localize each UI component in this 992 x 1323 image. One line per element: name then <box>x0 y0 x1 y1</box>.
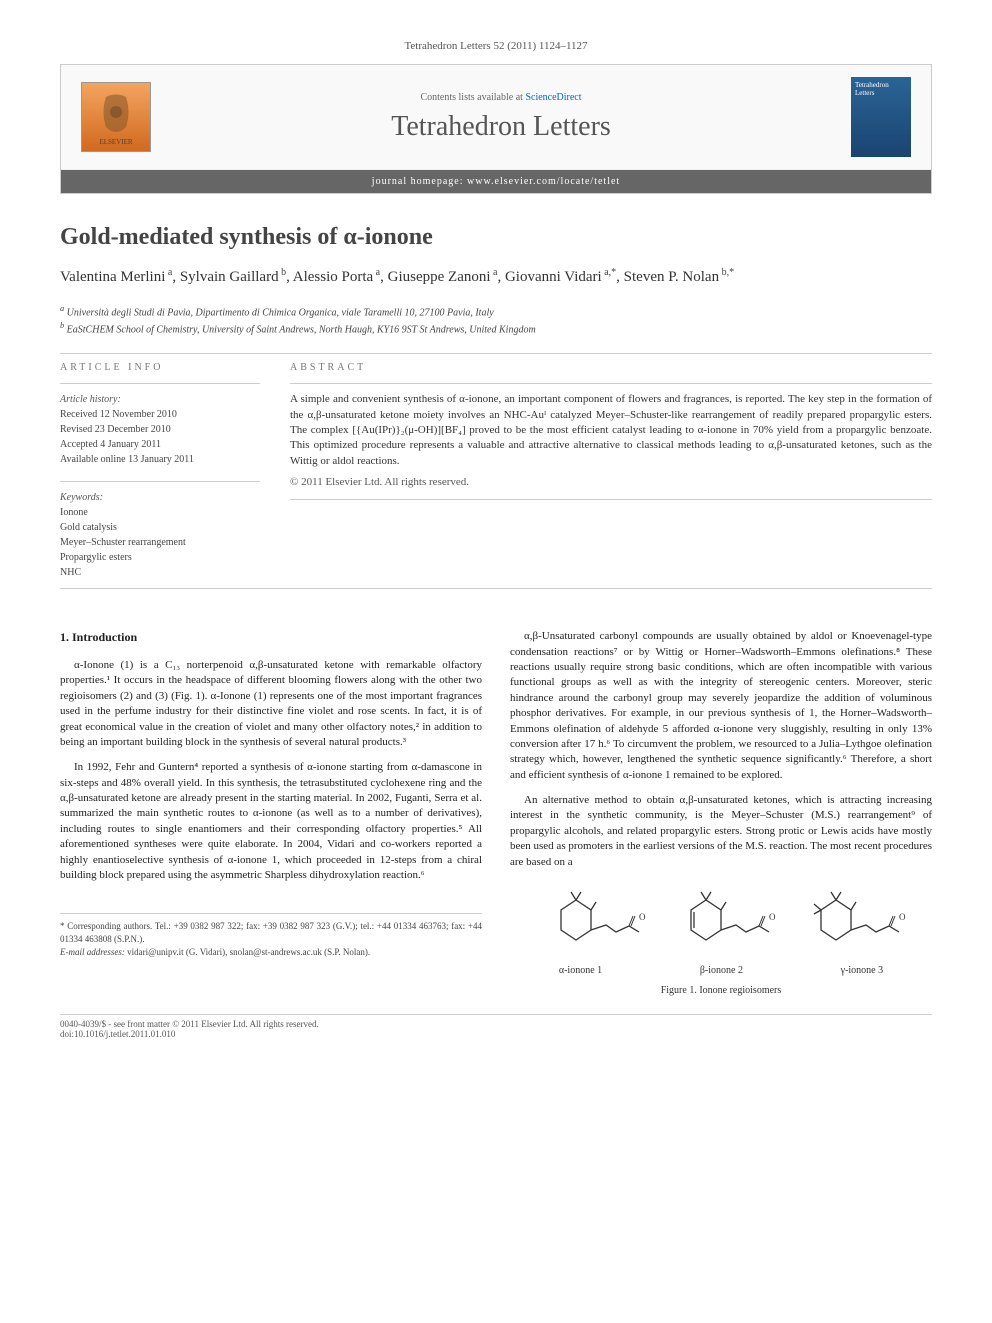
front-matter: 0040-4039/$ - see front matter © 2011 El… <box>60 1019 319 1029</box>
abstract-column: ABSTRACT A simple and convenient synthes… <box>290 362 932 580</box>
keyword: NHC <box>60 565 260 580</box>
right-column: α,β-Unsaturated carbonyl compounds are u… <box>510 629 932 998</box>
abstract-copyright: © 2011 Elsevier Ltd. All rights reserved… <box>290 475 932 490</box>
figure-caption: Figure 1. Ionone regioisomers <box>510 984 932 998</box>
figure-1: O O <box>510 880 932 998</box>
received-date: Received 12 November 2010 <box>60 407 260 422</box>
history-label: Article history: <box>60 392 260 407</box>
figure-label: γ-ionone 3 <box>841 964 883 978</box>
email-link[interactable]: vidari@unipv.it (G. Vidari), <box>127 947 227 957</box>
affiliation-b: b EaStCHEM School of Chemistry, Universi… <box>60 320 932 337</box>
section-1-heading: 1. Introduction <box>60 629 482 646</box>
svg-text:O: O <box>769 912 776 922</box>
journal-title: Tetrahedron Letters <box>151 111 851 143</box>
svg-text:O: O <box>639 912 646 922</box>
journal-homepage: journal homepage: www.elsevier.com/locat… <box>61 170 931 193</box>
keyword: Ionone <box>60 505 260 520</box>
doi: doi:10.1016/j.tetlet.2011.01.010 <box>60 1029 319 1039</box>
article-info-heading: ARTICLE INFO <box>60 362 260 373</box>
contents-link: Contents lists available at ScienceDirec… <box>151 92 851 103</box>
corresponding-authors: * Corresponding authors. Tel.: +39 0382 … <box>60 920 482 945</box>
keyword: Gold catalysis <box>60 520 260 535</box>
elsevier-logo: ELSEVIER <box>81 82 151 152</box>
article-info-column: ARTICLE INFO Article history: Received 1… <box>60 362 260 580</box>
body-columns: 1. Introduction α-Ionone (1) is a C₁₃ no… <box>60 629 932 998</box>
accepted-date: Accepted 4 January 2011 <box>60 437 260 452</box>
body-paragraph: In 1992, Fehr and Guntern⁴ reported a sy… <box>60 760 482 883</box>
svg-text:O: O <box>899 912 906 922</box>
figure-label: α-ionone 1 <box>559 964 602 978</box>
body-paragraph: α-Ionone (1) is a C₁₃ norterpenoid α,β-u… <box>60 658 482 750</box>
body-paragraph: α,β-Unsaturated carbonyl compounds are u… <box>510 629 932 783</box>
authors-list: Valentina Merlini a, Sylvain Gaillard b,… <box>60 265 932 289</box>
divider <box>60 353 932 354</box>
affiliations: a Università degli Studi di Pavia, Dipar… <box>60 303 932 338</box>
svg-text:ELSEVIER: ELSEVIER <box>99 138 132 146</box>
article-title: Gold-mediated synthesis of α-ionone <box>60 224 932 251</box>
figure-label: β-ionone 2 <box>700 964 743 978</box>
left-column: 1. Introduction α-Ionone (1) is a C₁₃ no… <box>60 629 482 998</box>
abstract-text: A simple and convenient synthesis of α-i… <box>290 392 932 469</box>
journal-reference: Tetrahedron Letters 52 (2011) 1124–1127 <box>60 40 932 52</box>
online-date: Available online 13 January 2011 <box>60 452 260 467</box>
journal-header: ELSEVIER Contents lists available at Sci… <box>60 64 932 194</box>
affiliation-a: a Università degli Studi di Pavia, Dipar… <box>60 303 932 320</box>
keyword: Meyer–Schuster rearrangement <box>60 535 260 550</box>
page-footer: 0040-4039/$ - see front matter © 2011 El… <box>60 1014 932 1039</box>
email-label: E-mail addresses: <box>60 947 125 957</box>
revised-date: Revised 23 December 2010 <box>60 422 260 437</box>
footnote-box: * Corresponding authors. Tel.: +39 0382 … <box>60 913 482 958</box>
keywords-label: Keywords: <box>60 490 260 505</box>
journal-cover-thumbnail: Tetrahedron Letters <box>851 77 911 157</box>
sciencedirect-link[interactable]: ScienceDirect <box>525 92 581 103</box>
abstract-heading: ABSTRACT <box>290 362 932 373</box>
body-paragraph: An alternative method to obtain α,β-unsa… <box>510 793 932 870</box>
homepage-url[interactable]: www.elsevier.com/locate/tetlet <box>467 176 620 187</box>
keyword: Propargylic esters <box>60 550 260 565</box>
email-link[interactable]: snolan@st-andrews.ac.uk (S.P. Nolan). <box>230 947 371 957</box>
divider <box>60 588 932 589</box>
